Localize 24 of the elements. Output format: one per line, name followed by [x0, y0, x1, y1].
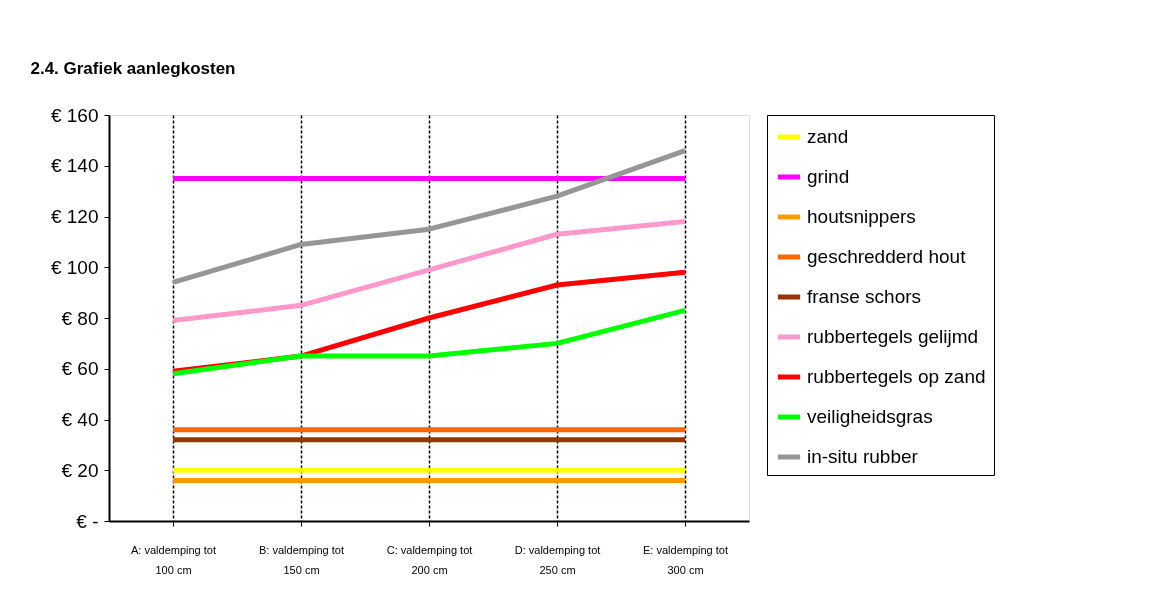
y-tick-label: € 120: [50, 206, 99, 227]
legend-label: in-situ rubber: [807, 446, 919, 467]
x-tick-label: A: valdemping tot 100 cm: [131, 543, 216, 576]
y-tick-label: € 100: [50, 256, 99, 278]
y-tick-label: € 40: [61, 409, 99, 430]
chart-title: 2.4. Grafiek aanlegkosten: [30, 59, 236, 78]
y-tick-label: € 140: [50, 155, 99, 177]
legend-label: geschredderd hout: [807, 246, 967, 267]
y-tick-label: € 80: [61, 307, 99, 329]
legend-label: zand: [807, 126, 849, 147]
y-tick-label: € 160: [50, 104, 99, 126]
legend-label: houtsnippers: [807, 206, 916, 227]
y-tick-label: € 20: [61, 459, 99, 481]
legend-label: grind: [807, 166, 850, 187]
legend-label: rubbertegels gelijmd: [807, 326, 979, 347]
y-tick-label: € 60: [61, 358, 99, 380]
legend-label: franse schors: [807, 286, 922, 307]
x-tick-label: E: valdemping tot 300 cm: [643, 543, 728, 576]
x-tick-label: D: valdemping tot 250 cm: [514, 543, 601, 576]
x-tick-label: C: valdemping tot 200 cm: [386, 543, 473, 576]
x-tick-label: B: valdemping tot 150 cm: [259, 543, 344, 576]
legend-label: rubbertegels op zand: [807, 366, 986, 387]
legend-label: veiligheidsgras: [807, 406, 933, 427]
y-tick-label: € -: [76, 510, 99, 532]
